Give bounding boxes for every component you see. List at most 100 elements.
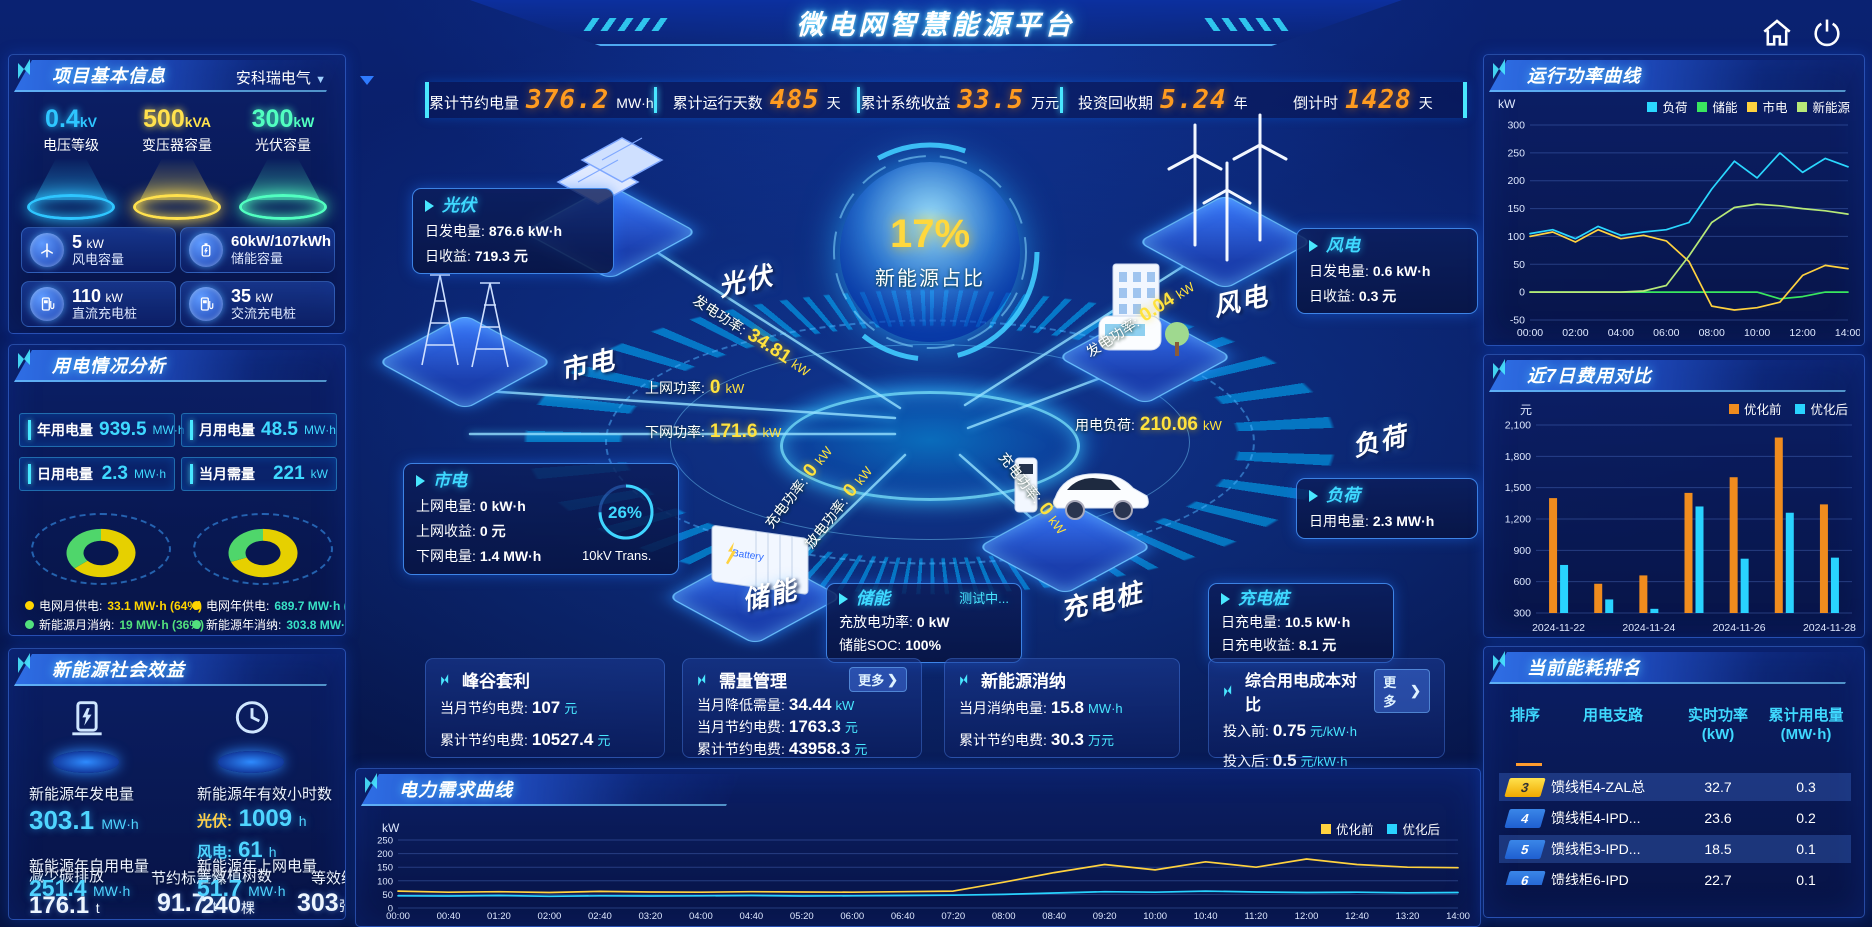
legend-after[interactable]: 优化后 (1795, 399, 1848, 418)
hours-label: 新能源年有效小时数 (197, 786, 333, 803)
svg-text:2024-11-22: 2024-11-22 (1532, 622, 1585, 634)
legend-load[interactable]: 负荷 (1647, 97, 1687, 116)
table-row[interactable]: 5 馈线柜3-IPD... 18.5 0.1 (1499, 835, 1851, 863)
table-row[interactable]: 3 馈线柜4-ZAL总 32.7 0.3 (1499, 773, 1851, 801)
svg-text:-50: -50 (1510, 315, 1525, 327)
legend-grid-month: 电网月供电: 33.1 MW·h (64%) (25, 597, 202, 614)
panel-header: 当前能耗排名 (1489, 651, 1859, 684)
svg-text:14:00: 14:00 (1446, 911, 1470, 922)
col-power: 实时功率 (kW) (1687, 707, 1748, 743)
flow-wind-power: 发电功率: 0.04 kW (1083, 279, 1198, 361)
svg-text:01:20: 01:20 (487, 911, 511, 922)
wind-platform (1137, 194, 1313, 290)
col-rank: 排序 (1509, 707, 1540, 724)
device-name-grid: 市电 (557, 344, 619, 386)
load-platform (1057, 309, 1233, 405)
corner-icon (1493, 651, 1505, 671)
flow-pv-power: 发电功率: 34.81 kW (690, 291, 813, 380)
gen-label: 新能源年发电量 (29, 786, 135, 803)
rank-badge: 4 (1504, 808, 1546, 828)
more-button[interactable]: 更多 ❯ (849, 667, 907, 692)
svg-text:150: 150 (377, 863, 393, 874)
renewable-ratio-sphere: 17% 新能源占比 (840, 162, 1020, 342)
legend-grid[interactable]: 市电 (1747, 97, 1787, 116)
certs-label: 等效绿证数 (311, 870, 345, 887)
panel-energy-ranking: 当前能耗排名 排序 用电支路 实时功率 (kW) 累计用电量 (MW·h) 3 … (1483, 646, 1865, 918)
svg-text:06:00: 06:00 (840, 911, 864, 922)
inner-ellipse (780, 391, 1080, 501)
donut-year-supply (228, 528, 298, 578)
company-dropdown[interactable]: 安科瑞电气 ▼ (235, 70, 326, 87)
chevron-down-icon: ▼ (315, 74, 326, 86)
divider (856, 87, 860, 113)
battery-container-icon: Battery (711, 525, 809, 595)
legend-storage[interactable]: 储能 (1697, 97, 1737, 116)
panel-header: 运行功率曲线 (1489, 59, 1859, 92)
stat-year-usage: 年用电量 939.5 MW·h (19, 413, 185, 447)
svg-text:250: 250 (1507, 147, 1525, 159)
coal-value: 91.7 t (157, 889, 217, 917)
co2-label: 减少碳排放 (29, 868, 105, 885)
svg-text:00:00: 00:00 (1517, 327, 1543, 339)
svg-text:14:00: 14:00 (1835, 327, 1860, 339)
col-branch: 用电支路 (1582, 707, 1643, 724)
renewable-ratio-value: 17% (889, 212, 971, 256)
card-renewable-consumption: 新能源消纳 当月消纳电量: 15.8 MW·h 累计节约电费: 30.3 万元 (944, 658, 1180, 758)
battery-icon (201, 243, 211, 257)
home-button[interactable] (1760, 16, 1794, 50)
device-name-load: 负荷 (1349, 420, 1411, 462)
chevron-right-icon (1309, 240, 1318, 253)
card-storage-capacity: 60kW/107kWh 储能容量 (180, 227, 335, 273)
svg-text:08:40: 08:40 (1042, 911, 1066, 922)
device-name-pv: 光伏 (715, 260, 777, 302)
legend-before[interactable]: 优化前 (1728, 399, 1781, 418)
panel-project-info: 项目基本信息 安科瑞电气 ▼ 0.4kV 电压等级 500kVA 变压器容量 3… (8, 54, 346, 334)
more-button[interactable]: 更多 ❯ (1374, 669, 1430, 713)
stat-month-demand: 当月需量 221 kW (181, 457, 337, 491)
scrollbar-indicator[interactable] (1516, 763, 1542, 766)
power-curve-chart: -50 0 50 100 150 200 250 300 00:00 02:00 04:00 06:0… (1507, 120, 1860, 340)
corner-icon (960, 673, 968, 686)
y-axis-unit: kW (382, 821, 400, 835)
legend-after[interactable]: 优化后 (1387, 819, 1440, 838)
power-curve-legend: 负荷 储能 市电 新能源 (1647, 97, 1850, 116)
svg-text:07:20: 07:20 (941, 911, 965, 922)
legend-renewable-year: 新能源年消纳: 303.8 MW·h (31%) (192, 616, 345, 633)
svg-text:04:00: 04:00 (1608, 327, 1634, 339)
ranking-table-body: 3 馈线柜4-ZAL总 32.7 0.3 4 馈线柜4-IPD... 23.6 … (1499, 773, 1851, 885)
power-button[interactable] (1810, 16, 1844, 50)
svg-text:12:00: 12:00 (1789, 327, 1815, 339)
table-row[interactable]: 6 馈线柜6-IPD 22.7 0.1 (1499, 866, 1851, 885)
corner-icon (1224, 685, 1232, 697)
svg-text:00:00: 00:00 (386, 911, 410, 922)
cost-bar-chart: 300 600 900 1,200 1,500 1,800 2,100 2024-11-22 2… (1505, 420, 1856, 635)
legend-before[interactable]: 优化前 (1320, 819, 1373, 838)
card-ac-charger: 35 kW 交流充电桩 (180, 281, 335, 327)
svg-text:200: 200 (1507, 175, 1525, 187)
flow-storage-discharge: 放电功率: 0 kW (801, 463, 876, 552)
svg-text:11:20: 11:20 (1245, 911, 1268, 922)
kpi-payback-period: 投资回收期 5.24 年 (1078, 85, 1248, 115)
table-row[interactable]: 4 馈线柜4-IPD... 23.6 0.2 (1499, 804, 1851, 832)
scroll-indicator (360, 76, 374, 92)
legend-renewable[interactable]: 新能源 (1797, 97, 1850, 116)
svg-text:2024-11-26: 2024-11-26 (1713, 622, 1766, 634)
card-demand-management: 需量管理 更多 ❯ 当月降低需量: 34.44 kW 当月节约电费: 1763.3 元 累… (682, 658, 922, 758)
kpi-countdown: 倒计时 1428 天 (1293, 85, 1433, 115)
y-axis-unit: 元 (1520, 403, 1533, 417)
kpi-run-days: 累计运行天数 485 天 (672, 85, 841, 115)
svg-text:13:20: 13:20 (1396, 911, 1420, 922)
corner-icon (365, 773, 377, 793)
export-label: 新能源年上网电量 (197, 858, 318, 875)
generation-icon (72, 701, 102, 736)
storage-platform (667, 549, 843, 645)
panel-usage-analysis: 用电情况分析 年用电量 939.5 MW·h 月用电量 48.5 MW·h 日用电量… (8, 344, 346, 636)
panel-header: 近7日费用对比 (1489, 359, 1859, 392)
legend-grid-year: 电网年供电: 689.7 MW·h (69%) (192, 597, 345, 614)
rank-badge: 6 (1504, 870, 1546, 885)
flow-load-power: 用电负荷: 210.06 kW (1075, 414, 1222, 435)
svg-text:1,200: 1,200 (1505, 514, 1531, 526)
grid-info-box: 市电 上网电量: 0 kW·h 上网收益: 0 元 下网电量: 1.4 MW·h (403, 463, 679, 575)
donut-month-supply (66, 528, 136, 578)
glow-disc (695, 352, 1165, 528)
